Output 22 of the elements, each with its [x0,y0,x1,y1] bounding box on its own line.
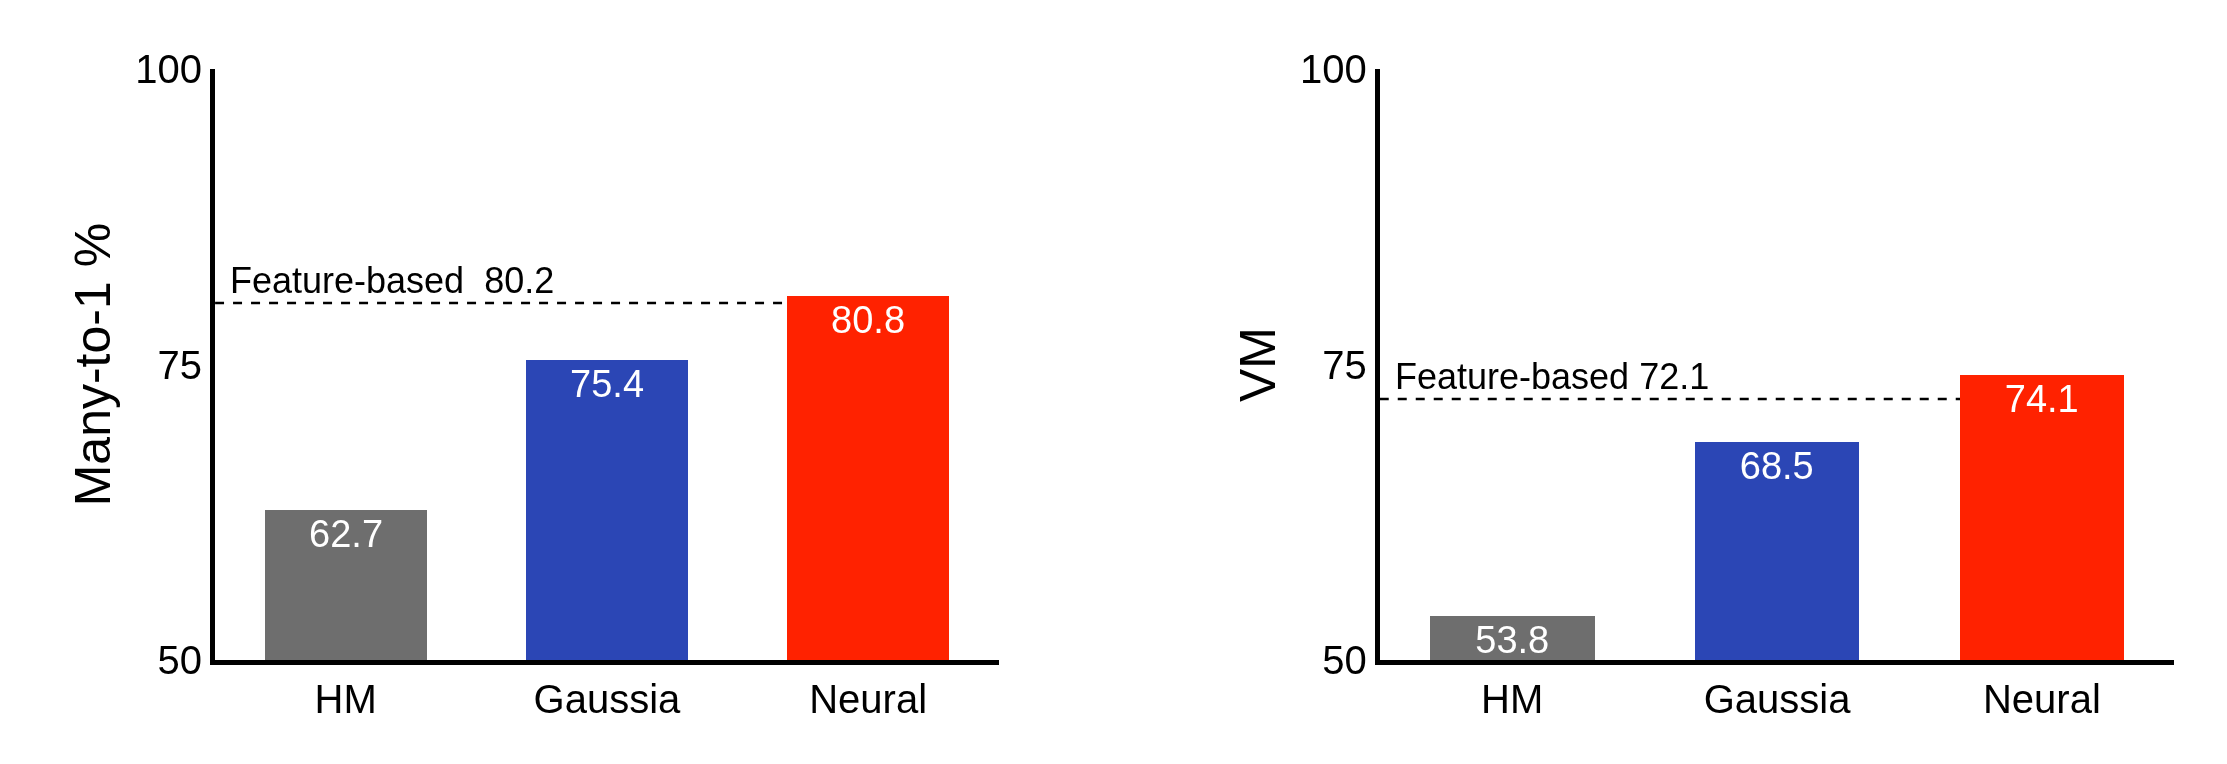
y-tick-label: 50 [1322,638,1367,683]
ref-line-label: Feature-based 80.2 [230,260,555,301]
x-tick-label: Neural [809,677,928,722]
y-tick-label: 100 [1299,46,1367,91]
x-tick-label: Gaussia [1703,677,1852,722]
x-tick-label: HM [1481,677,1544,722]
y-tick-label: 100 [135,46,203,91]
data-label: 68.5 [1739,444,1814,487]
data-label: 53.8 [1475,618,1550,661]
x-tick-label: Gaussia [533,677,682,722]
data-label: 74.1 [2004,377,2079,420]
data-label: 75.4 [570,362,645,405]
ref-line-label: Feature-based 72.1 [1395,356,1710,397]
y-tick-label: 50 [157,638,203,683]
x-tick-label: HM [314,677,377,722]
x-tick-label: Neural [1982,677,2101,722]
y-tick-label: 75 [157,342,203,387]
data-label: 62.7 [309,512,384,555]
y-axis-title: Many-to-1 % [65,222,122,507]
y-axis-title: VM [1229,327,1286,403]
data-label: 80.8 [831,298,906,341]
y-tick-label: 75 [1322,342,1367,387]
